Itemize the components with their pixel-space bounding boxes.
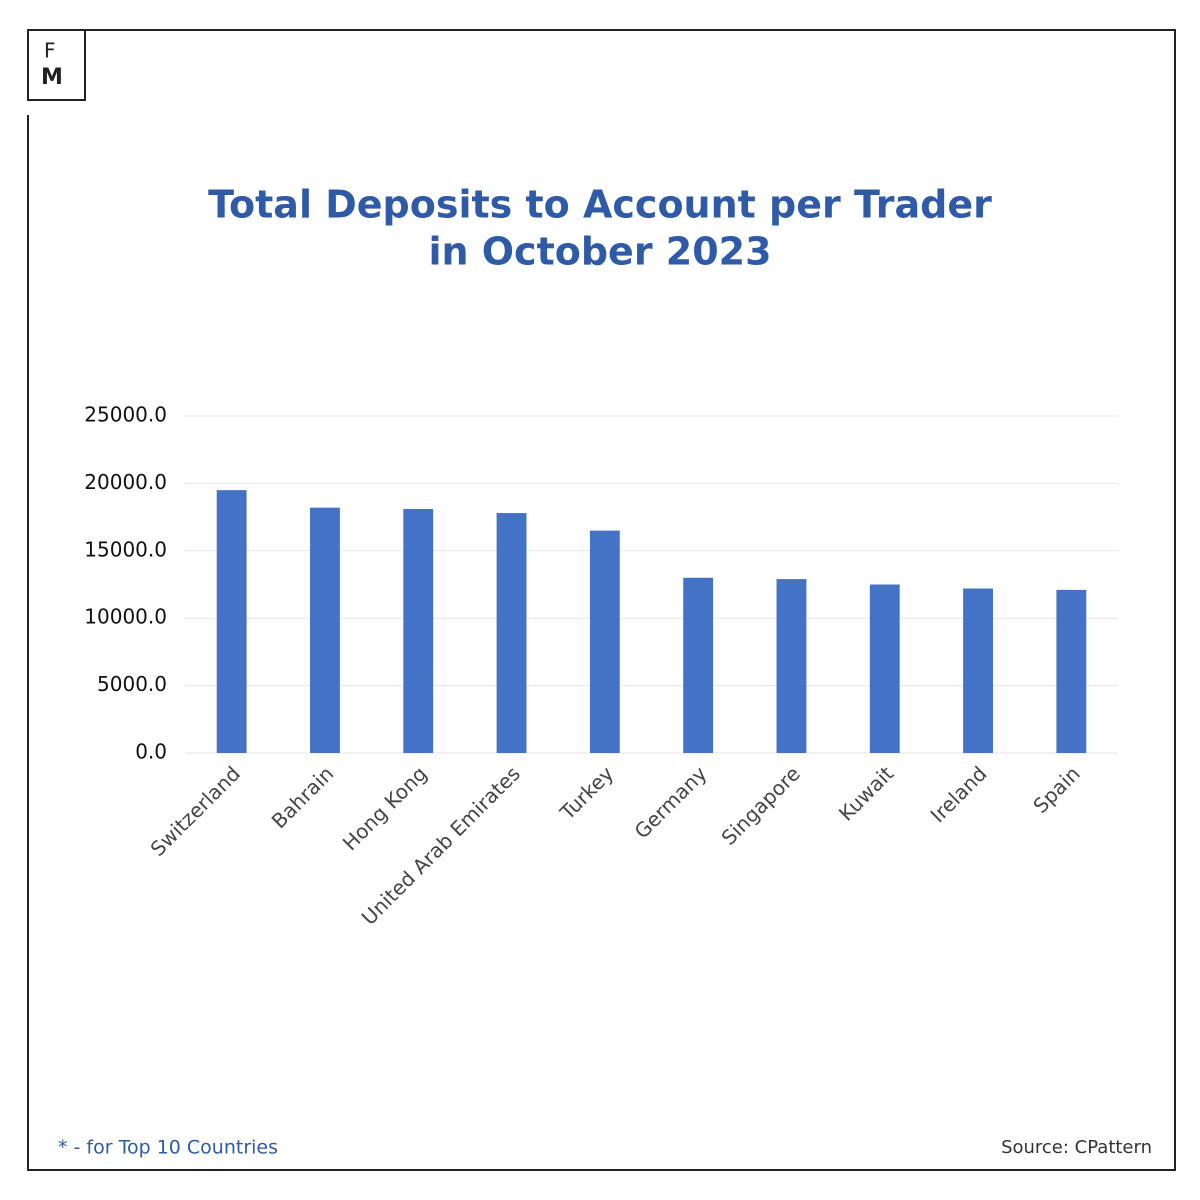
logo-box [27,29,86,101]
bar [869,584,900,753]
chart-title: Total Deposits to Account per Trader [208,183,992,227]
bar [963,588,993,753]
bar [310,507,340,753]
y-tick-label: 10000.0 [84,605,167,629]
y-tick-label: 0.0 [135,740,167,764]
bar [589,530,620,753]
bar [683,577,714,753]
logo-text: F [44,39,56,63]
chart-title: in October 2023 [428,230,771,274]
bar [216,490,247,753]
y-tick-label: 25000.0 [84,403,167,427]
bar [403,509,434,753]
y-tick-label: 15000.0 [84,537,167,561]
source: Source: CPattern [1001,1137,1152,1158]
bar [496,513,527,753]
y-tick-label: 20000.0 [84,470,167,494]
bar [776,579,807,753]
footnote: * - for Top 10 Countries [58,1137,278,1159]
logo-text: M [41,65,63,90]
bar [1056,589,1087,753]
y-tick-label: 5000.0 [97,672,167,696]
frame [27,29,1176,1171]
